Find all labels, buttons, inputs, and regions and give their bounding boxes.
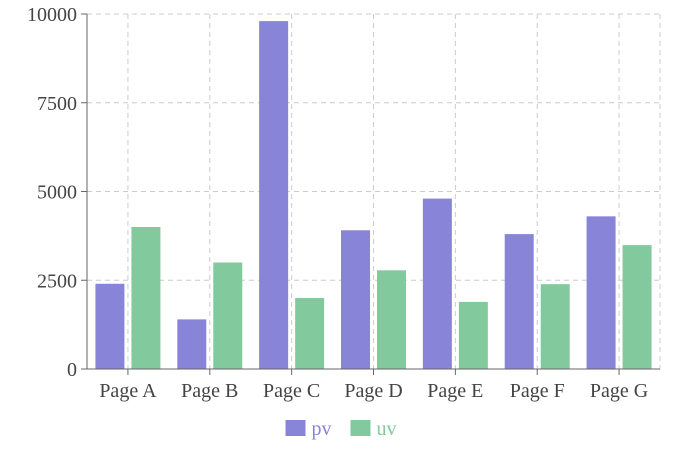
x-tick-label: Page B — [181, 380, 238, 402]
bar-uv-page-e[interactable] — [458, 301, 488, 369]
legend-swatch — [350, 420, 371, 436]
legend-item-uv[interactable]: uv — [350, 418, 397, 440]
x-tick-label: Page D — [344, 380, 402, 402]
bar-pv-page-d[interactable] — [341, 230, 370, 369]
legend-item-pv[interactable]: pv — [285, 418, 332, 440]
bar-uv-page-b[interactable] — [213, 262, 243, 370]
axes: 0 2500 5000 7500 10000 Page A Page B Page C Page… — [27, 4, 660, 402]
x-tick-label: Page C — [263, 380, 320, 402]
bars — [95, 21, 652, 370]
y-tick-label: 5000 — [37, 182, 77, 204]
x-tick-label: Page G — [590, 380, 648, 402]
y-tick-label: 2500 — [37, 270, 77, 292]
bar-pv-page-g[interactable] — [586, 216, 616, 369]
bar-pv-page-b[interactable] — [177, 319, 207, 369]
x-tick-label: Page F — [510, 380, 565, 402]
bar-uv-page-c[interactable] — [295, 298, 325, 369]
y-tick-label: 0 — [67, 359, 77, 381]
y-tick-label: 7500 — [37, 93, 77, 115]
bar-pv-page-f[interactable] — [504, 234, 534, 369]
legend: pv uv — [285, 418, 397, 440]
x-tick-label: Page E — [427, 380, 483, 402]
legend-label: uv — [377, 418, 397, 440]
bar-uv-page-d[interactable] — [377, 270, 406, 369]
legend-swatch — [285, 420, 306, 436]
bar-pv-page-c[interactable] — [259, 21, 289, 369]
bar-uv-page-f[interactable] — [540, 284, 570, 369]
x-tick-label: Page A — [99, 380, 157, 402]
y-tick-label: 10000 — [27, 4, 77, 26]
bar-pv-page-e[interactable] — [422, 198, 452, 369]
bar-uv-page-a[interactable] — [131, 227, 161, 369]
bar-uv-page-g[interactable] — [622, 245, 652, 369]
legend-label: pv — [312, 418, 332, 440]
bar-pv-page-a[interactable] — [95, 283, 125, 369]
grid — [87, 13, 661, 369]
